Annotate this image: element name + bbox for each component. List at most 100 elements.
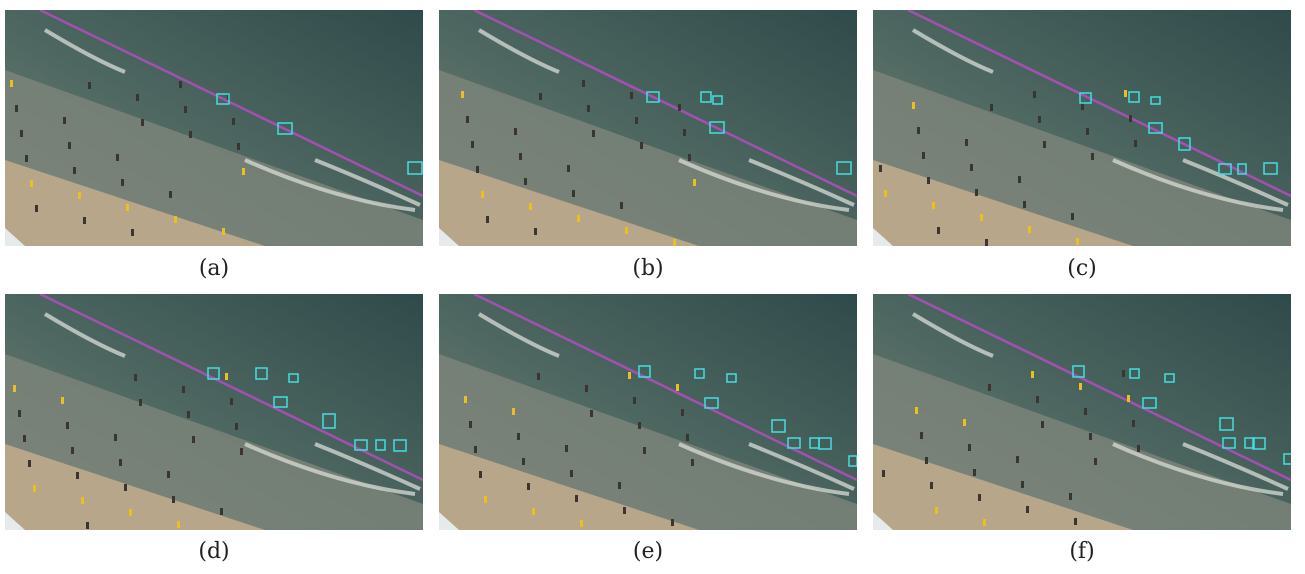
person — [169, 191, 172, 198]
person — [240, 448, 243, 455]
person — [33, 485, 36, 492]
person — [1094, 458, 1097, 465]
person — [882, 470, 885, 477]
person — [582, 80, 585, 87]
person — [935, 507, 938, 514]
person — [1038, 116, 1041, 123]
person — [235, 423, 238, 430]
person — [522, 458, 525, 465]
person — [71, 447, 74, 454]
person — [1069, 493, 1072, 500]
person — [932, 202, 935, 209]
person — [580, 520, 583, 527]
person — [81, 497, 84, 504]
person — [23, 435, 26, 442]
person — [681, 409, 684, 416]
person — [534, 228, 537, 235]
person — [575, 495, 578, 502]
person — [139, 399, 142, 406]
person — [114, 434, 117, 441]
person — [184, 106, 187, 113]
person — [1028, 226, 1031, 233]
person — [693, 179, 696, 186]
person — [985, 239, 988, 246]
person — [1086, 128, 1089, 135]
person — [1026, 506, 1029, 513]
person — [136, 94, 139, 101]
person — [975, 189, 978, 196]
person — [592, 130, 595, 137]
person — [1124, 90, 1127, 97]
panel-label: (b) — [439, 256, 857, 281]
beach-image — [873, 10, 1291, 246]
person — [673, 239, 676, 246]
person — [73, 167, 76, 174]
person — [484, 496, 487, 503]
person — [585, 385, 588, 392]
person — [1137, 445, 1140, 452]
beach-image — [439, 10, 857, 246]
person — [220, 508, 223, 515]
person — [134, 374, 137, 381]
person — [630, 92, 633, 99]
person — [28, 460, 31, 467]
person — [635, 117, 638, 124]
person — [922, 152, 925, 159]
person — [565, 445, 568, 452]
person — [61, 397, 64, 404]
person — [116, 154, 119, 161]
person — [131, 229, 134, 236]
person — [623, 507, 626, 514]
person — [514, 128, 517, 135]
person — [230, 398, 233, 405]
person — [572, 190, 575, 197]
person — [83, 217, 86, 224]
person — [963, 419, 966, 426]
person — [638, 422, 641, 429]
person — [1031, 371, 1034, 378]
person — [1074, 518, 1077, 525]
person — [222, 228, 225, 235]
person — [1081, 103, 1084, 110]
person — [469, 421, 472, 428]
person — [10, 80, 13, 87]
person — [643, 447, 646, 454]
beach-image — [5, 10, 423, 246]
person — [676, 384, 679, 391]
person — [524, 178, 527, 185]
person — [620, 202, 623, 209]
person — [119, 459, 122, 466]
person — [1076, 238, 1079, 245]
panel-label: (d) — [5, 539, 423, 564]
person — [1084, 408, 1087, 415]
person — [978, 494, 981, 501]
person — [232, 118, 235, 125]
person — [915, 407, 918, 414]
panel-label: (c) — [873, 256, 1291, 281]
person — [479, 471, 482, 478]
person — [884, 190, 887, 197]
person — [512, 408, 515, 415]
person — [1127, 395, 1130, 402]
person — [18, 410, 21, 417]
person — [930, 482, 933, 489]
person — [686, 434, 689, 441]
person — [172, 496, 175, 503]
person — [529, 203, 532, 210]
person — [474, 446, 477, 453]
person — [1091, 153, 1094, 160]
person — [1122, 370, 1125, 377]
person — [640, 142, 643, 149]
person — [1071, 213, 1074, 220]
person — [1018, 176, 1021, 183]
person — [13, 385, 16, 392]
figure: {"panels": [{"label": "(a)"}, {"label": … — [0, 0, 1305, 574]
person — [567, 165, 570, 172]
person — [590, 410, 593, 417]
person — [519, 153, 522, 160]
person — [464, 396, 467, 403]
person — [1129, 115, 1132, 122]
person — [879, 165, 882, 172]
person — [917, 127, 920, 134]
person — [30, 180, 33, 187]
